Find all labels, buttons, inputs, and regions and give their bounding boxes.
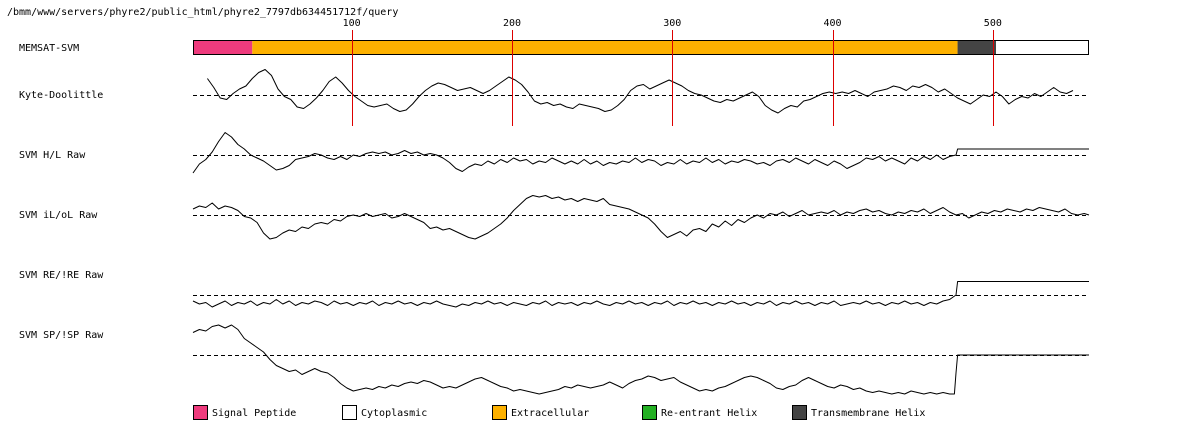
legend-label-3: Re-entrant Helix: [661, 408, 757, 419]
legend-label-4: Transmembrane Helix: [811, 408, 925, 419]
track-2: SVM iL/oL Raw: [19, 195, 1090, 240]
query-path: /bmm/www/servers/phyre2/public_html/phyr…: [7, 7, 398, 18]
legend-swatch-3: [642, 405, 657, 420]
x-tick-label-500: 500: [984, 18, 1002, 29]
memsat-segment-signal-peptide: [193, 40, 253, 55]
track-trace: [192, 132, 1089, 174]
track-label: SVM H/L Raw: [19, 150, 86, 161]
legend-label-1: Cytoplasmic: [361, 408, 427, 419]
track-label: SVM iL/oL Raw: [19, 210, 98, 221]
legend-label-2: Extracellular: [511, 408, 589, 419]
x-tick-label-400: 400: [824, 18, 842, 29]
x-tick-label-300: 300: [663, 18, 681, 29]
track-4: SVM SP/!SP Raw: [19, 324, 1089, 395]
legend-swatch-4: [792, 405, 807, 420]
legend-label-0: Signal Peptide: [212, 408, 296, 419]
memsat-label: MEMSAT-SVM: [19, 43, 79, 54]
track-1: SVM H/L Raw: [19, 132, 1089, 174]
track-trace: [206, 69, 1074, 114]
x-ticks: 100 200 300 400 500: [343, 18, 1002, 29]
legend-swatch-2: [492, 405, 507, 420]
memsat-track: MEMSAT-SVM: [19, 40, 1089, 55]
legend-swatch-1: [342, 405, 357, 420]
track-label: SVM SP/!SP Raw: [19, 330, 104, 341]
track-trace: [192, 195, 1090, 240]
track-label: Kyte-Doolittle: [19, 90, 103, 101]
legend-swatch-0: [193, 405, 208, 420]
x-tick-label-100: 100: [343, 18, 361, 29]
memsat-bar-border: [193, 40, 1089, 55]
x-tick-label-200: 200: [503, 18, 521, 29]
memsat-segment-cytoplasmic: [996, 40, 1089, 55]
legend: Signal Peptide Cytoplasmic Extracellular Re…: [193, 405, 925, 420]
tracks: Kyte-Doolittle SVM H/L Raw SVM iL/oL Raw SV…: [19, 69, 1090, 395]
memsat-segment-extracellular: [252, 40, 958, 55]
track-trace: [192, 281, 1089, 308]
track-label: SVM RE/!RE Raw: [19, 270, 104, 281]
track-3: SVM RE/!RE Raw: [19, 270, 1089, 308]
track-0: Kyte-Doolittle: [19, 69, 1089, 114]
track-trace: [192, 324, 1089, 395]
position-markers: [352, 30, 994, 126]
memsat-segment-transmembrane-helix: [957, 40, 997, 55]
